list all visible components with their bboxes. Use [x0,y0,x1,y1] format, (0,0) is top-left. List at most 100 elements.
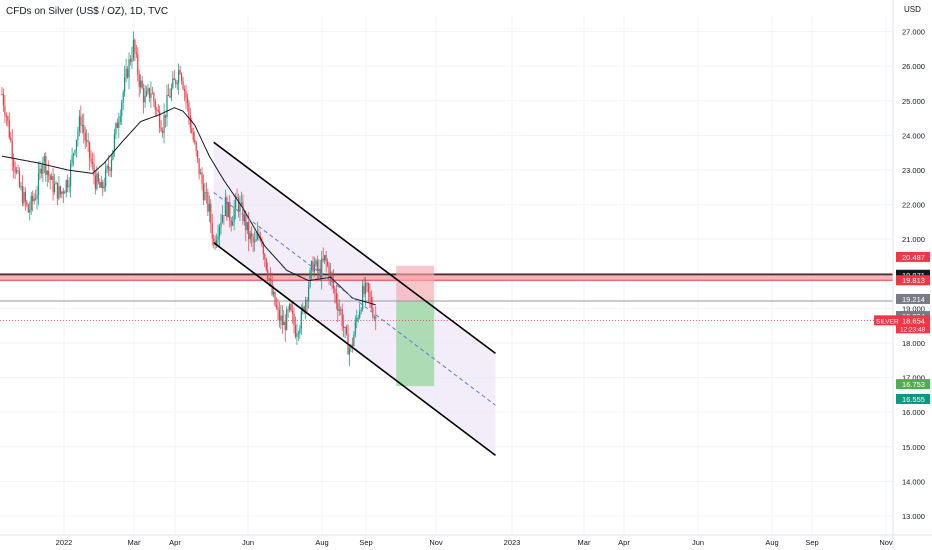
candle-body [341,309,343,326]
candle-body [204,192,206,200]
candle-body [129,59,132,62]
candle-body [179,69,181,74]
candle-body [122,92,124,103]
candle-body [194,139,196,143]
candle-body [93,164,95,176]
candle-body [138,74,140,88]
candle-body [39,168,41,174]
candle-body [286,309,288,330]
candle-body [326,261,329,266]
candle-body [89,142,91,159]
candle-body [283,321,285,326]
candle-body [270,278,272,281]
y-tick-label: 22.000 [902,201,925,210]
resistance-zone [0,273,893,281]
candle-body [370,296,372,308]
candle-body [180,73,183,81]
price-label-bg [896,251,930,262]
candle-body [8,120,10,138]
candle-body [236,196,238,198]
y-tick-label: 26.000 [902,62,925,71]
candle-body [308,286,310,301]
candle-body [205,192,207,194]
candle-body [53,184,56,193]
candle-body [315,260,317,265]
candle-body [169,95,171,98]
candle-body [348,348,351,355]
candle-body [367,283,370,293]
price-label: 18.654 [902,316,925,325]
candle-body [131,57,133,62]
candle-body [227,202,229,218]
candle-body [84,132,86,141]
candle-body [68,186,70,188]
candle-body [284,321,286,330]
x-tick-label: Apr [618,538,630,547]
candle-body [2,94,5,106]
candle-body [106,165,108,170]
candle-body [81,125,83,127]
candle-body [1,93,3,95]
candle-body [195,142,197,151]
candle-body [176,83,178,85]
candle-body [118,121,120,128]
candle-body [249,233,251,240]
candle-body [42,161,44,174]
candle-body [264,254,266,259]
candle-body [16,170,18,173]
x-tick-label: Sep [359,538,372,547]
candle-body [140,80,142,88]
candle-body [137,53,139,75]
candle-body [340,309,342,311]
candle-body [110,159,113,171]
candle-body [296,333,298,337]
candle-body [208,203,210,212]
candle-body [36,195,38,200]
candle-body [332,278,335,289]
candle-body [199,172,202,175]
price-label: 16.555 [902,395,925,404]
candle-body [375,316,377,319]
candle-body [306,299,308,301]
candle-body [232,221,234,226]
candle-body [70,163,72,187]
channel-lower-line [213,241,496,457]
candle-body [216,240,218,246]
candle-body [191,127,193,133]
candle-body [7,116,9,121]
candle-body [338,309,340,311]
candle-body [23,192,25,204]
candle-body [125,68,127,78]
candle-body [40,168,43,174]
candle-body [289,303,291,310]
y-tick-label: 21.000 [902,235,925,244]
candle-body [11,140,13,160]
drawing-lines [213,141,496,457]
candle-body [34,198,37,200]
candle-body [186,98,189,103]
price-label-bg [896,315,930,334]
candle-body [134,39,136,53]
price-label-countdown: 12:23:48 [900,326,926,333]
candle-body [18,171,21,187]
candle-body [162,130,164,133]
candle-body [198,158,200,175]
candle-body [132,39,134,58]
candle-body [275,305,278,308]
candle-body [112,150,114,160]
candle-body [359,311,361,318]
candle-body [239,203,241,212]
candle-body [185,91,187,99]
candle-body [255,239,257,242]
candle-body [105,169,107,187]
candle-body [153,93,155,102]
candle-body [97,173,99,183]
candle-body [278,309,280,321]
candle-body [159,111,161,128]
candle-body [103,186,105,189]
candle-body [71,155,73,164]
candle-body [233,208,235,222]
candle-body [100,181,102,188]
candle-body [164,114,167,118]
